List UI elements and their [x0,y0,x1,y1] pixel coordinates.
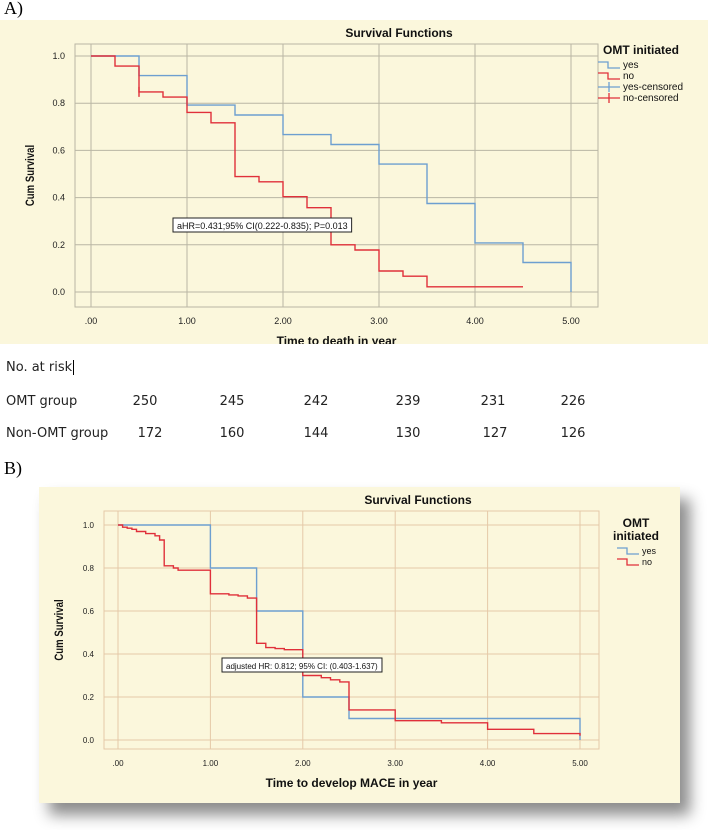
series-yes-line [91,55,572,292]
risk-cell: 231 [480,394,506,409]
risk-cell: 226 [560,394,586,409]
risk-cell: 245 [219,394,245,409]
chart-title: Survival Functions [364,493,472,507]
x-tick-label: 1.00 [203,759,219,768]
series-no-line [118,524,581,736]
y-tick-label: 0.8 [83,564,95,573]
legend-title: OMT initiated [603,43,679,57]
y-tick-label: 1.0 [83,521,95,530]
legend-swatch-no [617,558,639,566]
hr-annotation: adjusted HR: 0.812; 95% CI: (0.403-1.637… [226,662,378,671]
x-tick-label: 5.00 [572,759,588,768]
risk-cell: 126 [560,426,586,441]
plot-frame [103,510,600,750]
x-tick-label: 3.00 [387,759,403,768]
legend-swatch-yes [598,61,620,69]
chart-b-svg: .00 1.00 2.00 3.00 4.00 5.00 0.0 0.2 0.4 0.6 0.8 1.… [53,493,659,790]
x-axis-label: Time to death in year [277,334,397,344]
series-yes-line [118,524,581,740]
risk-table: No. at risk OMT group 250 245 242 239 23… [0,352,708,452]
x-tick-label: .00 [112,759,124,768]
x-tick-label: 2.00 [295,759,311,768]
legend-label-yes: yes [623,60,639,71]
legend-label-no: no [623,71,635,82]
legend-label-no: no [642,557,652,567]
chart-b: .00 1.00 2.00 3.00 4.00 5.00 0.0 0.2 0.4 0.6 0.8 1.… [39,487,680,803]
omt-group-label: OMT group [6,394,78,409]
panel-b-label: B) [4,458,22,478]
x-tick-label: 1.00 [178,316,196,326]
y-tick-label: 0.2 [52,240,65,250]
risk-table-title: No. at risk [6,360,75,375]
hr-annotation-box [172,217,353,233]
risk-cell: 239 [395,394,421,409]
x-axis-label: Time to develop MACE in year [266,776,438,790]
legend-label-no-censored: no-censored [623,93,679,104]
non-omt-group-label: Non-OMT group [6,426,109,441]
legend-title: OMT [623,516,650,530]
risk-cell: 160 [219,426,245,441]
y-tick-label: 0.4 [83,650,95,659]
y-tick-label: 0.6 [52,145,65,155]
y-axis-label: Cum Survival [53,599,66,660]
chart-title: Survival Functions [345,26,453,40]
legend-swatch-no [598,72,620,80]
y-tick-label: 0.0 [52,287,65,297]
chart-a-svg: .00 1.00 2.00 3.00 4.00 5.00 0.0 0.2 0.4 0.6 0.8 1.… [24,26,683,348]
chart-a: .00 1.00 2.00 3.00 4.00 5.00 0.0 0.2 0.4 0.6 0.8 1.… [0,20,708,348]
risk-cell: 144 [303,426,329,441]
y-tick-label: 0.4 [52,193,65,203]
x-tick-label: 2.00 [274,316,292,326]
risk-cell: 130 [395,426,421,441]
y-tick-label: 1.0 [52,51,65,61]
x-tick-label: 5.00 [562,316,580,326]
risk-cell: 172 [137,426,163,441]
y-tick-label: 0.6 [83,607,95,616]
panel-a-label: A) [4,0,23,18]
risk-cell: 250 [132,394,158,409]
x-tick-label: 4.00 [466,316,484,326]
hr-annotation: aHR=0.431;95% CI(0.222-0.835); P=0.013 [177,221,348,231]
legend-title: initiated [613,529,659,543]
x-tick-label: .00 [85,316,98,326]
y-tick-label: 0.8 [52,98,65,108]
legend-label-yes: yes [642,546,657,556]
series-no-line [91,55,523,288]
x-tick-label: 3.00 [370,316,388,326]
y-axis-label: Cum Survival [24,145,37,206]
y-tick-label: 0.2 [83,693,95,702]
risk-cell: 127 [482,426,508,441]
risk-cell: 242 [303,394,329,409]
legend-swatch-yes [617,547,639,555]
legend-label-yes-censored: yes-censored [623,82,683,93]
x-tick-label: 4.00 [480,759,496,768]
plot-frame [74,43,599,308]
hr-annotation-box [221,657,383,673]
y-tick-label: 0.0 [83,736,95,745]
